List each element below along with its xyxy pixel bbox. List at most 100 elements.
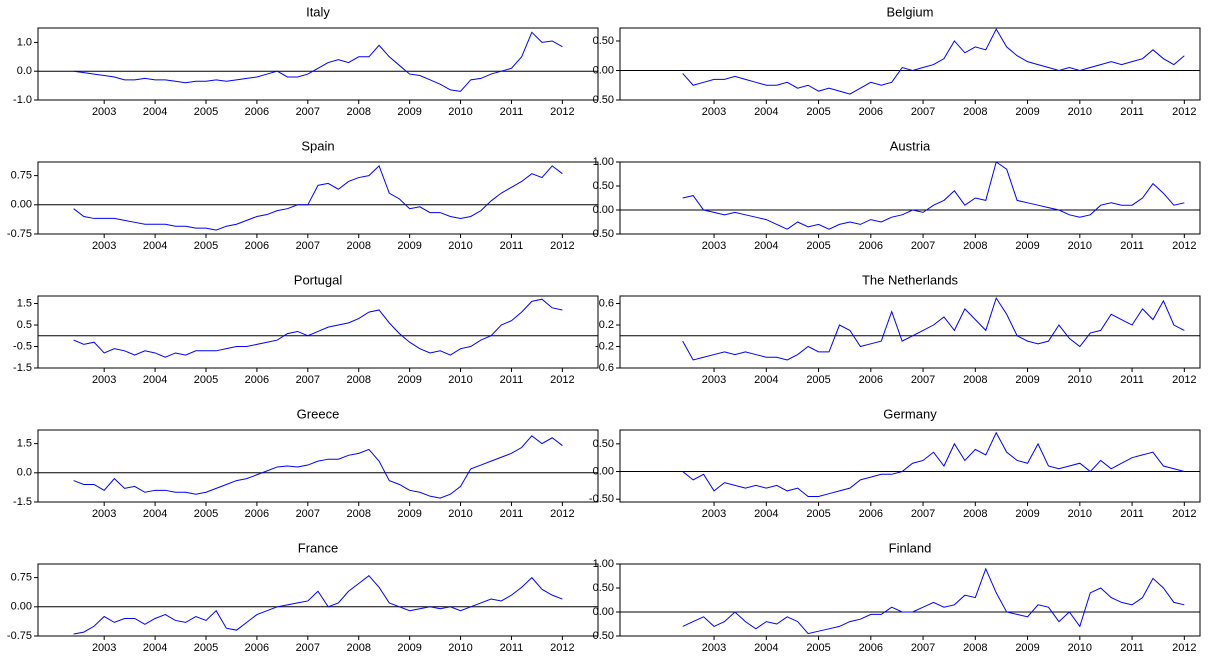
series-line <box>73 31 563 92</box>
x-tick-label: 2005 <box>806 374 830 386</box>
x-tick-label: 2011 <box>1120 642 1144 654</box>
plot-frame <box>37 563 599 637</box>
y-tick-label: 0.00 <box>593 64 614 76</box>
panel-title: Austria <box>890 138 931 153</box>
plot-frame <box>619 161 1201 235</box>
x-tick-label: 2007 <box>296 642 320 654</box>
x-tick-label: 2008 <box>963 508 987 520</box>
panel-title: France <box>298 540 338 555</box>
x-tick-label: 2010 <box>448 240 472 252</box>
plot-frame <box>37 161 599 235</box>
x-tick-label: 2009 <box>1015 240 1039 252</box>
x-tick-label: 2009 <box>397 106 421 118</box>
x-tick-label: 2006 <box>859 240 883 252</box>
x-tick-label: 2006 <box>245 106 269 118</box>
series-line <box>682 296 1185 361</box>
x-tick-label: 2009 <box>397 508 421 520</box>
series-line <box>682 567 1185 635</box>
x-tick-label: 2009 <box>1015 642 1039 654</box>
y-tick-label: 0.0 <box>17 65 32 77</box>
y-tick-label: 0.00 <box>11 601 32 613</box>
x-tick-label: 2012 <box>550 642 574 654</box>
x-tick-label: 2006 <box>245 374 269 386</box>
plot-frame <box>37 27 599 101</box>
x-tick-label: 2011 <box>1120 374 1144 386</box>
x-tick-label: 2004 <box>754 374 778 386</box>
y-tick-label: 1.5 <box>17 438 32 450</box>
x-tick-label: 2009 <box>1015 508 1039 520</box>
x-tick-label: 2005 <box>194 642 218 654</box>
series-line <box>73 298 563 358</box>
x-tick-label: 2011 <box>1120 106 1144 118</box>
x-tick-label: 2010 <box>448 374 472 386</box>
x-tick-label: 2005 <box>806 240 830 252</box>
x-tick-label: 2004 <box>754 508 778 520</box>
y-tick-label: 1.5 <box>17 297 32 309</box>
x-tick-label: 2003 <box>702 642 726 654</box>
x-tick-label: 2004 <box>143 374 167 386</box>
x-tick-label: 2008 <box>346 642 370 654</box>
x-tick-label: 2012 <box>1172 508 1196 520</box>
y-tick-label: 0.2 <box>599 319 614 331</box>
x-tick-label: 2010 <box>1068 374 1092 386</box>
panel-title: Portugal <box>294 272 343 287</box>
y-tick-label: -0.6 <box>595 362 614 374</box>
x-tick-label: 2011 <box>500 508 524 520</box>
x-tick-label: 2006 <box>859 642 883 654</box>
y-tick-label: -0.50 <box>589 94 614 106</box>
x-tick-label: 2010 <box>448 642 472 654</box>
y-tick-label: 0.50 <box>593 438 614 450</box>
x-tick-label: 2009 <box>397 642 421 654</box>
x-tick-label: 2012 <box>1172 374 1196 386</box>
x-tick-label: 2004 <box>754 240 778 252</box>
y-tick-label: -0.75 <box>7 228 32 240</box>
x-tick-label: 2007 <box>911 240 935 252</box>
x-tick-label: 2007 <box>911 374 935 386</box>
x-tick-label: 2010 <box>1068 642 1092 654</box>
x-tick-label: 2009 <box>1015 106 1039 118</box>
x-tick-label: 2006 <box>859 374 883 386</box>
x-tick-label: 2003 <box>702 374 726 386</box>
x-tick-label: 2012 <box>550 106 574 118</box>
x-tick-label: 2010 <box>1068 240 1092 252</box>
x-tick-label: 2006 <box>859 106 883 118</box>
x-tick-label: 2003 <box>702 508 726 520</box>
y-tick-label: 1.00 <box>593 558 614 570</box>
y-tick-label: 0.00 <box>593 465 614 477</box>
panel-title: The Netherlands <box>862 272 959 287</box>
panel-title: Spain <box>301 138 334 153</box>
x-tick-label: 2005 <box>194 508 218 520</box>
x-tick-label: 2003 <box>92 240 116 252</box>
x-tick-label: 2007 <box>911 106 935 118</box>
panel-title: Italy <box>306 4 330 19</box>
y-tick-label: -0.2 <box>595 340 614 352</box>
y-tick-label: -0.50 <box>589 228 614 240</box>
x-tick-label: 2007 <box>296 374 320 386</box>
x-tick-label: 2007 <box>296 106 320 118</box>
series-line <box>682 161 1185 230</box>
x-tick-label: 2008 <box>963 106 987 118</box>
x-tick-label: 2011 <box>500 642 524 654</box>
x-tick-label: 2011 <box>500 240 524 252</box>
panel-title: Finland <box>889 540 932 555</box>
y-tick-label: 0.00 <box>593 606 614 618</box>
x-tick-label: 2005 <box>806 106 830 118</box>
plot-frame <box>619 27 1201 101</box>
y-tick-label: -1.5 <box>13 496 32 508</box>
x-tick-label: 2012 <box>550 240 574 252</box>
x-tick-label: 2012 <box>550 508 574 520</box>
y-tick-label: -0.50 <box>589 630 614 642</box>
series-line <box>73 574 563 635</box>
x-tick-label: 2008 <box>963 374 987 386</box>
x-tick-label: 2003 <box>92 106 116 118</box>
y-tick-label: -0.75 <box>7 630 32 642</box>
x-tick-label: 2010 <box>448 106 472 118</box>
x-tick-label: 2011 <box>500 374 524 386</box>
x-tick-label: 2007 <box>911 508 935 520</box>
plot-frame <box>619 429 1201 503</box>
plot-frame <box>37 429 599 503</box>
x-tick-label: 2003 <box>92 642 116 654</box>
x-tick-label: 2004 <box>143 106 167 118</box>
x-tick-label: 2003 <box>702 240 726 252</box>
